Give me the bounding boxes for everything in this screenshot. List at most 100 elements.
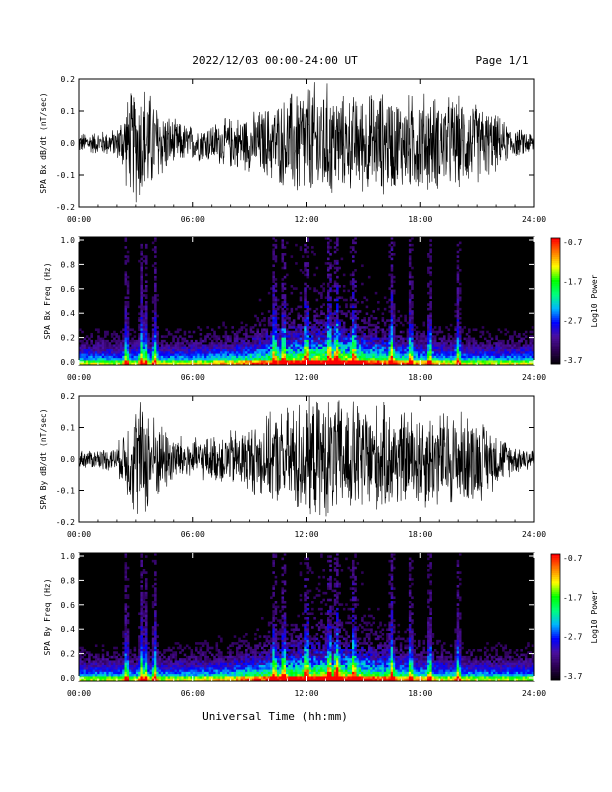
spectrogram-cell [160, 346, 164, 350]
spectrogram-cell [301, 339, 305, 343]
spectrogram-cell [324, 342, 328, 345]
spectrogram-cell [124, 237, 128, 240]
spectrogram-cell [306, 355, 310, 359]
spectrogram-cell [286, 349, 289, 352]
spectrogram-cell [197, 674, 200, 677]
spectrogram-cell [324, 321, 328, 325]
spectrogram-cell [317, 360, 321, 364]
spectrogram-cell [424, 355, 428, 359]
spectrogram-cell [493, 346, 496, 350]
spectrogram-cell [336, 337, 339, 341]
spectrogram-cell [167, 646, 171, 650]
colorbar-swatch [551, 307, 560, 310]
spectrogram-cell [311, 246, 314, 249]
spectrogram-cell [317, 346, 321, 350]
spectrogram-cell [317, 344, 321, 348]
colorbar-swatch [551, 351, 560, 354]
spectrogram-cell [140, 628, 143, 632]
spectrogram-cell [402, 353, 405, 357]
spectrogram-cell [308, 346, 312, 350]
spectrogram-cell [336, 282, 339, 286]
spectrogram-cell [115, 358, 118, 361]
spectrogram-cell [465, 342, 469, 345]
spectrogram-cell [144, 639, 148, 643]
spectrogram-cell [297, 362, 300, 366]
spectrogram-cell [304, 358, 307, 361]
spectrogram-cell [365, 305, 369, 309]
spectrogram-cell [443, 349, 446, 352]
spectrogram-cell [85, 342, 89, 345]
spectrogram-cell [124, 271, 128, 274]
spectrogram-cell [122, 328, 125, 332]
spectrogram-cell [256, 328, 260, 332]
spectrogram-cell [288, 358, 291, 361]
spectrogram-cell [247, 353, 250, 357]
spectrogram-cell [358, 330, 362, 334]
spectrogram-cell [88, 349, 91, 352]
spectrogram-cell [188, 358, 191, 361]
spectrogram-cell [329, 262, 332, 265]
spectrogram-cell [154, 619, 157, 622]
colorbar-frame [550, 237, 561, 365]
spectrogram-cell [295, 262, 298, 265]
spectrogram-cell [301, 319, 305, 322]
spectrogram-cell [354, 289, 357, 293]
spectrogram-cell [220, 362, 223, 366]
spectrogram-cell [154, 598, 157, 602]
spectrogram-cell [281, 239, 285, 242]
spectrogram-cell [304, 301, 307, 304]
spectrogram-cell [347, 335, 351, 338]
spectrogram-cell [179, 674, 182, 677]
spectrogram-cell [456, 349, 460, 352]
spectrogram-cell [170, 678, 173, 682]
spectrogram-cell [81, 671, 84, 675]
spectrogram-cell [392, 362, 396, 366]
colorbar-tick-label: -1.7 [563, 277, 582, 286]
spectrogram-cell [197, 344, 200, 348]
spectrogram-cell [352, 255, 355, 258]
spectrogram-cell [144, 619, 148, 622]
spectrogram-cell [363, 319, 366, 322]
spectrogram-cell [154, 269, 157, 272]
spectrogram-cell [333, 271, 337, 274]
spectrogram-cell [235, 658, 239, 661]
spectrogram-cell [449, 346, 453, 350]
spectrogram-cell [349, 314, 353, 318]
spectrogram-cell [240, 353, 244, 357]
spectrogram-cell [367, 355, 371, 359]
spectrogram-cell [160, 667, 164, 670]
spectrogram-cell [160, 342, 164, 345]
spectrogram-cell [140, 351, 143, 354]
spectrogram-cell [94, 351, 98, 354]
spectrogram-cell [245, 323, 248, 327]
spectrogram-cell [417, 353, 421, 357]
spectrogram-cell [135, 676, 139, 680]
spectrogram-cell [313, 326, 316, 329]
spectrogram-cell [452, 360, 455, 364]
spectrogram-cell [392, 328, 396, 332]
spectrogram-cell [81, 330, 84, 334]
spectrogram-cell [315, 289, 319, 293]
spectrogram-cell [122, 669, 125, 673]
spectrogram-cell [215, 646, 219, 650]
spectrogram-cell [470, 355, 473, 359]
spectrogram-cell [301, 360, 305, 364]
spectrogram-cell [338, 333, 341, 336]
spectrogram-cell [363, 321, 366, 325]
spectrogram-cell [411, 310, 414, 313]
spectrogram-cell [235, 662, 239, 666]
spectrogram-cell [331, 289, 335, 293]
spectrogram-cell [151, 264, 155, 268]
spectrogram-cell [229, 344, 232, 348]
spectrogram-cell [151, 678, 155, 682]
by-y-axis-label: SPA By dB/dt (nT/sec) [39, 408, 48, 509]
spectrogram-cell [258, 323, 262, 327]
spectrogram-cell [342, 289, 346, 293]
spectrogram-cell [144, 342, 148, 345]
spectrogram-cell [304, 362, 307, 366]
spectrogram-cell [408, 307, 412, 311]
spectrogram-cell [126, 566, 130, 570]
spectrogram-cell [238, 351, 241, 354]
spectrogram-cell [144, 344, 148, 348]
spectrogram-cell [408, 321, 412, 325]
